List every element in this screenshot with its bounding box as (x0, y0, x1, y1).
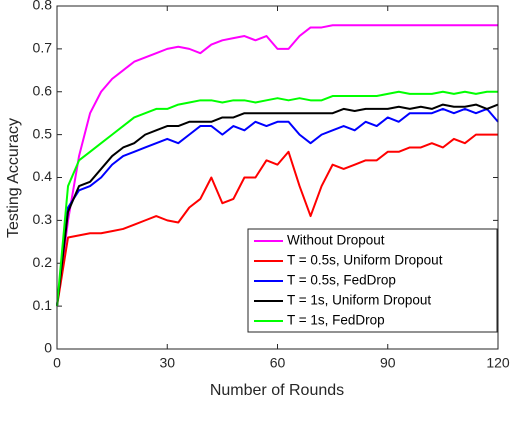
axes-box (56, 5, 499, 350)
legend-label: T = 1s, Uniform Dropout (287, 293, 431, 308)
y-tick-label: 0.6 (33, 82, 53, 98)
legend-label: T = 1s, FedDrop (287, 313, 385, 328)
x-axis-label: Number of Rounds (210, 382, 344, 399)
y-tick-label: 0.5 (33, 125, 53, 141)
y-tick-label: 0.2 (33, 254, 53, 270)
y-axis-label: Testing Accuracy (5, 118, 22, 238)
series-line (56, 107, 499, 307)
y-tick-label: 0.1 (33, 297, 53, 313)
x-tick-label: 30 (159, 355, 175, 371)
y-tick-label: 0 (44, 340, 52, 356)
x-tick-label: 120 (486, 355, 510, 371)
x-tick-label: 60 (270, 355, 286, 371)
legend-box (247, 228, 498, 333)
y-tick-label: 0.4 (33, 168, 53, 184)
x-tick-label: 0 (53, 355, 61, 371)
y-tick-label: 0.7 (33, 40, 53, 56)
legend-label: Without Dropout (287, 233, 385, 248)
series-line (56, 133, 498, 307)
series-line (56, 103, 499, 307)
series-line (56, 90, 498, 307)
x-tick-label: 90 (380, 355, 396, 371)
legend-label: T = 0.5s, Uniform Dropout (287, 253, 443, 268)
series-line (56, 24, 498, 307)
legend-label: T = 0.5s, FedDrop (287, 273, 396, 288)
y-tick-label: 0.8 (33, 0, 53, 13)
y-tick-label: 0.3 (33, 211, 53, 227)
